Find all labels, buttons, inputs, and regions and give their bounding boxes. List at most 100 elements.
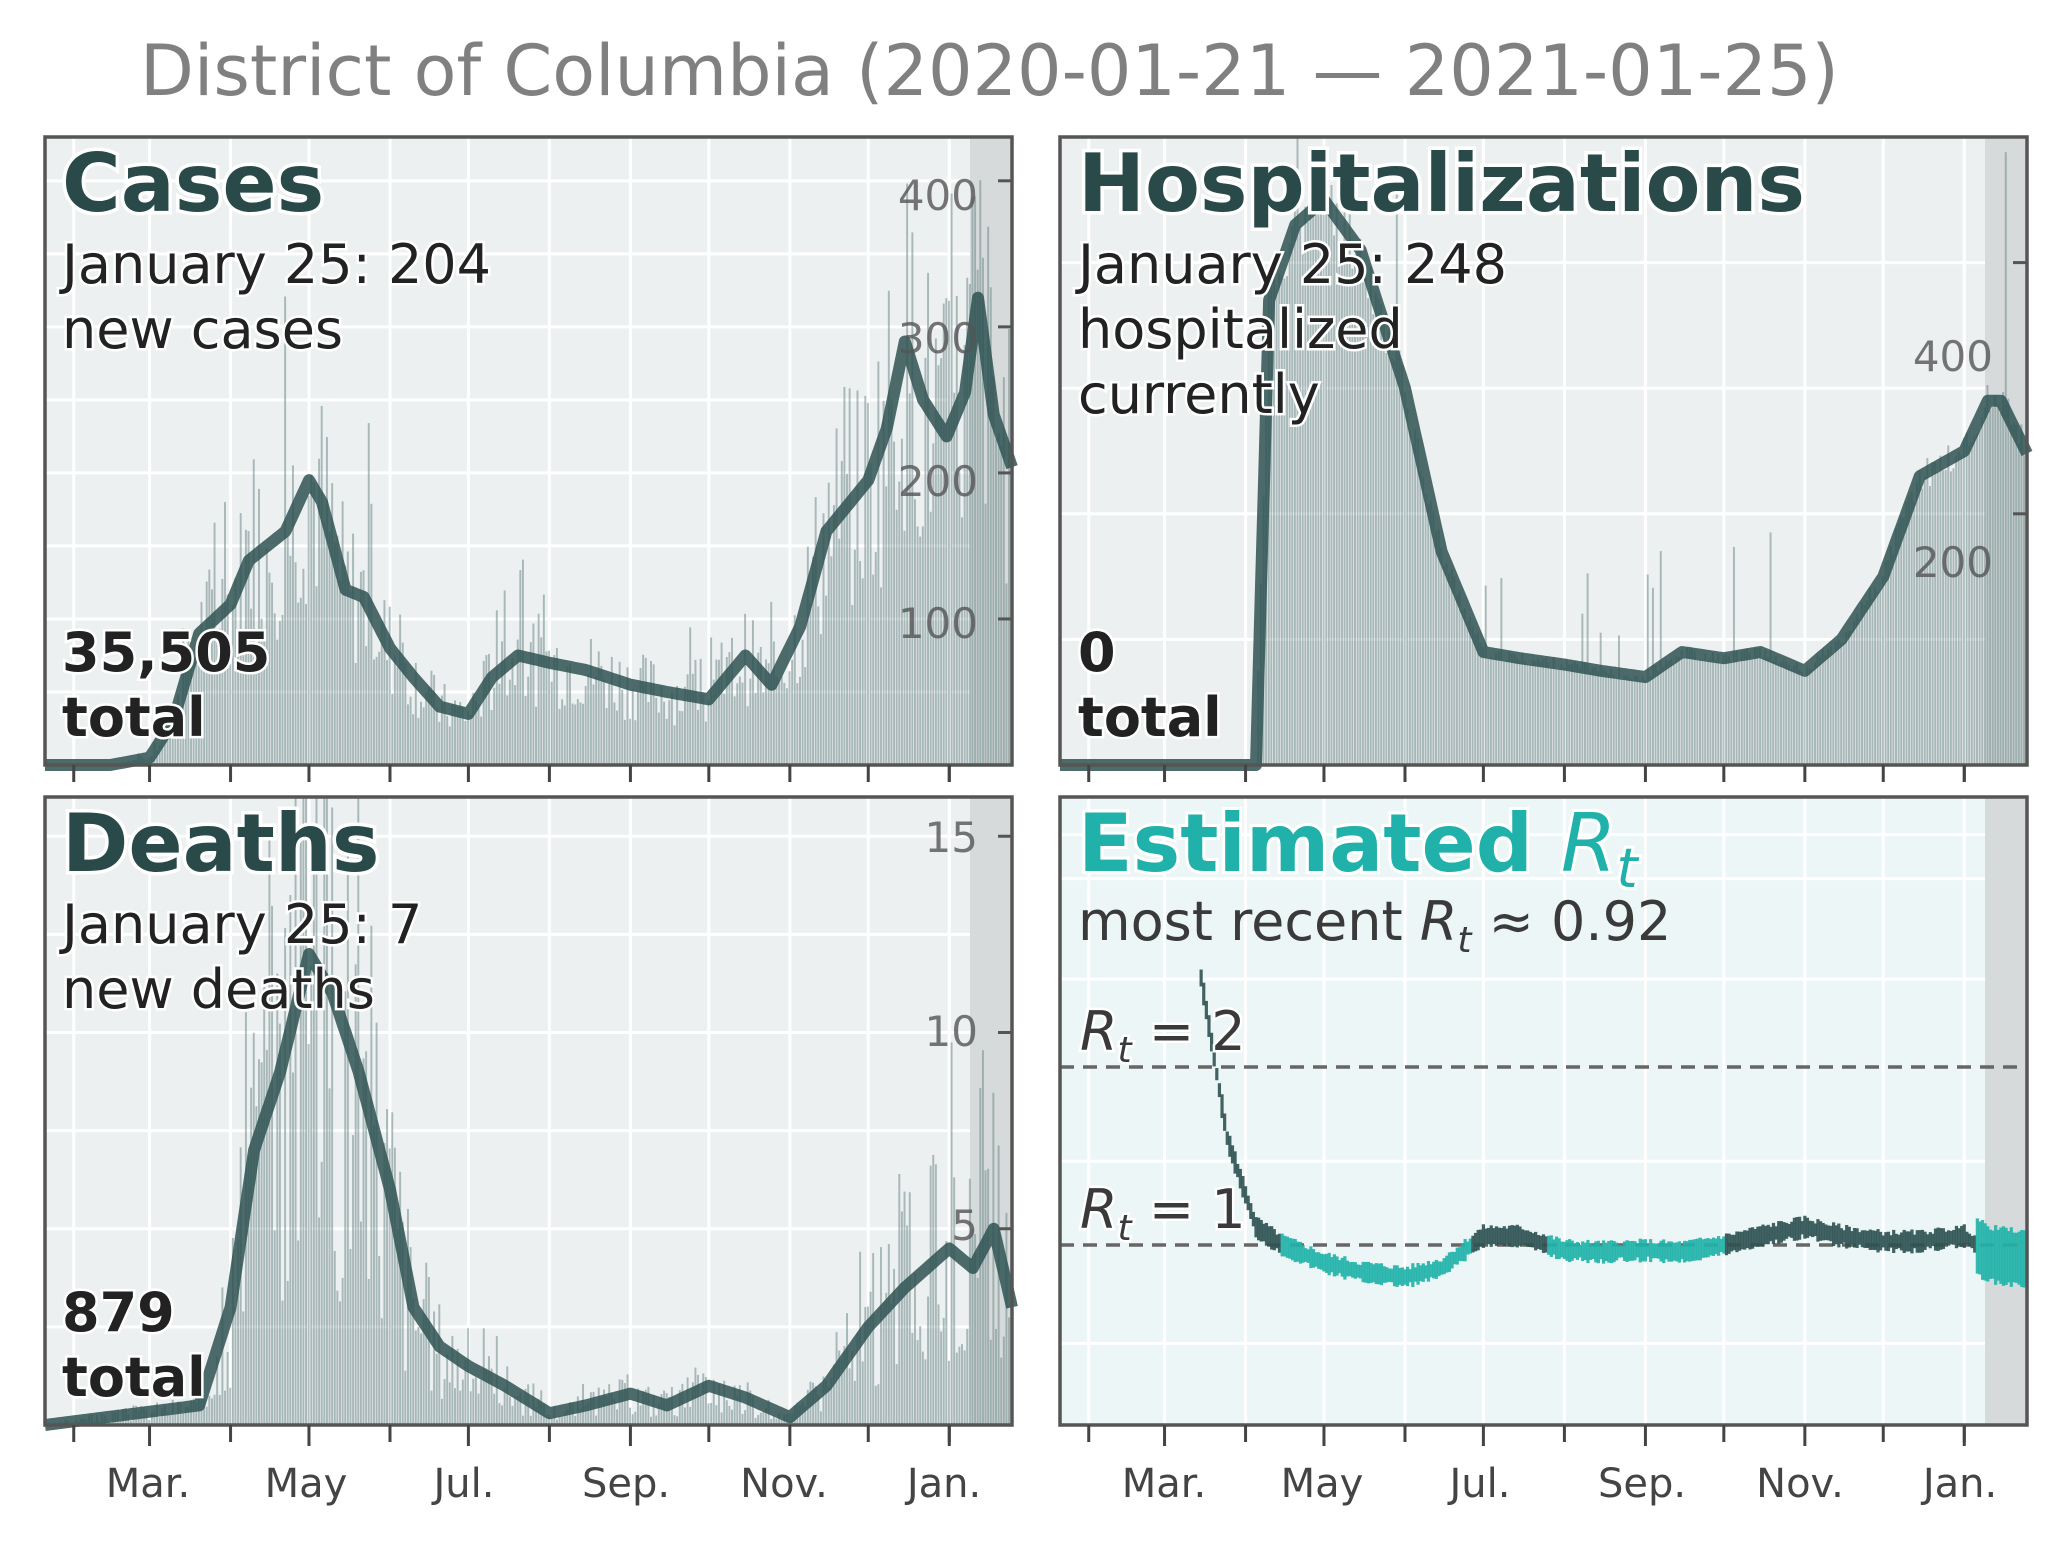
bar (336, 1290, 339, 1425)
bar (650, 1416, 652, 1425)
bar (966, 277, 969, 765)
bar (853, 1380, 856, 1425)
bar (929, 1165, 932, 1425)
bar (1981, 417, 1984, 765)
total-label: total (62, 686, 206, 749)
bar (242, 655, 245, 765)
x-tick-label: Jan. (1920, 1461, 1997, 1507)
bar (365, 1051, 368, 1425)
bar (1333, 235, 1336, 766)
bar (391, 1112, 394, 1425)
bar (237, 646, 240, 765)
bar (271, 905, 274, 1425)
bar (174, 717, 177, 765)
bar (1735, 650, 1738, 765)
bar (284, 928, 287, 1425)
panel-frame (1058, 135, 2029, 767)
bar (1730, 662, 1733, 765)
bar (1897, 523, 1900, 765)
bar (1529, 664, 1532, 765)
bar (856, 1333, 859, 1425)
bar (422, 1299, 425, 1425)
bar (490, 1368, 493, 1425)
bar (1889, 546, 1892, 765)
bar (798, 676, 801, 765)
bar (346, 849, 349, 1425)
bar (1832, 653, 1835, 765)
bar (1602, 668, 1605, 765)
bar (885, 1292, 888, 1425)
bar (911, 232, 914, 766)
bar (341, 1277, 344, 1425)
bar (1701, 660, 1704, 765)
bar (299, 832, 302, 1425)
bar (231, 1238, 234, 1425)
bar (153, 1410, 156, 1425)
bar (1354, 254, 1356, 765)
bar (1296, 137, 1299, 765)
bar (427, 1276, 430, 1425)
bar (668, 700, 671, 765)
bar (684, 686, 686, 765)
bar (566, 666, 569, 765)
bar (1761, 658, 1764, 765)
bar (738, 676, 741, 765)
bar (1994, 395, 1997, 765)
bar (485, 655, 488, 765)
bar (987, 1168, 990, 1425)
bar (629, 718, 632, 765)
bar (537, 613, 540, 765)
bar (550, 681, 553, 765)
bar (1764, 649, 1767, 765)
bar (1432, 511, 1435, 765)
bar (263, 986, 266, 1425)
bar (903, 1191, 906, 1425)
bar (451, 703, 454, 765)
bar (1416, 437, 1419, 765)
bar (806, 546, 809, 765)
bar (271, 582, 274, 765)
bar (273, 1230, 276, 1425)
bar (1827, 649, 1830, 765)
bar (190, 1400, 193, 1425)
bar (469, 1391, 472, 1425)
bar (477, 1393, 480, 1425)
y-tick-marks (2013, 261, 2027, 516)
bar (498, 683, 501, 765)
bar (1824, 654, 1827, 765)
bar (302, 797, 305, 1425)
bar (561, 699, 564, 765)
bar (2017, 443, 2020, 765)
bar (203, 1395, 206, 1425)
bar (728, 1405, 731, 1425)
bar (1325, 203, 1328, 765)
bar (1921, 488, 1924, 765)
bar (286, 536, 289, 765)
bar (1317, 183, 1320, 765)
bar (503, 590, 506, 765)
bars (1257, 137, 2028, 766)
bar (817, 1395, 820, 1425)
bar (1641, 676, 1644, 765)
bar (1683, 657, 1686, 765)
bar (846, 1313, 849, 1425)
bar (995, 438, 997, 765)
x-tick-label: Sep. (582, 1461, 670, 1507)
bar (1421, 477, 1424, 765)
bar (765, 1407, 767, 1425)
bar (702, 694, 705, 765)
bar (872, 1253, 875, 1425)
bar (1286, 276, 1289, 765)
bar (1526, 664, 1529, 765)
bar (1542, 659, 1545, 765)
bar (731, 637, 734, 765)
bar (1717, 653, 1720, 765)
reference-label-rt-2: Rt = 2 (1080, 1000, 1246, 1071)
bar (1999, 412, 2002, 765)
bar (485, 1368, 488, 1425)
bar (1936, 471, 1939, 765)
bar (289, 555, 292, 765)
bar (487, 654, 490, 765)
bar (1510, 653, 1513, 765)
x-tick-label: May (1281, 1461, 1364, 1507)
